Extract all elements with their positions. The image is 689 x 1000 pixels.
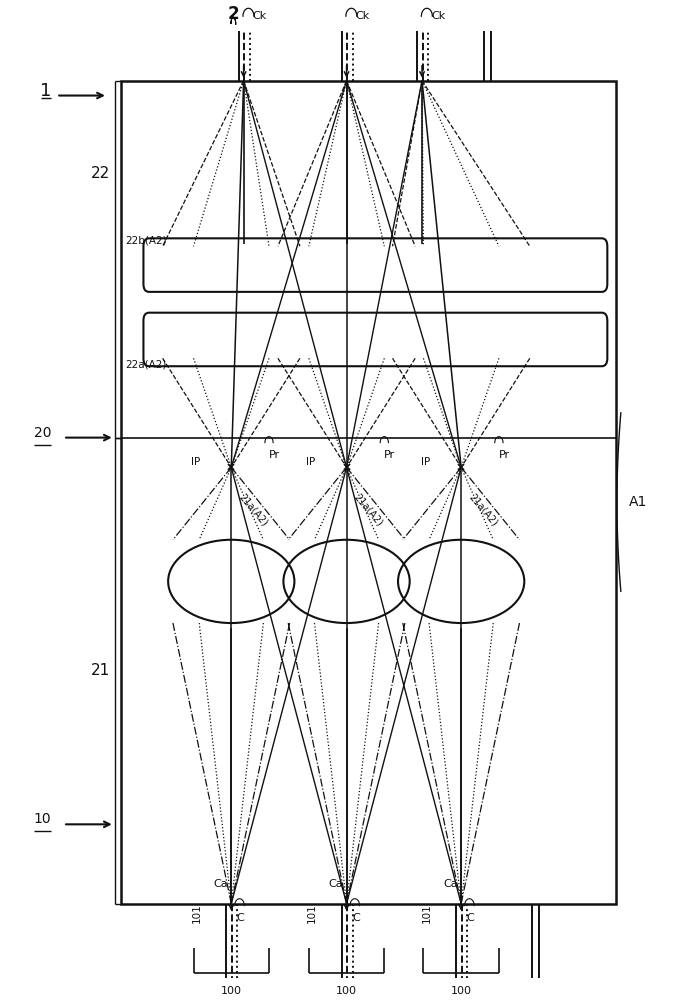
Text: 21a(A2): 21a(A2)	[466, 492, 500, 528]
Text: Pr: Pr	[499, 450, 510, 460]
Text: Ca: Ca	[213, 879, 228, 889]
Bar	[121, 81, 615, 904]
Text: 22: 22	[91, 166, 110, 181]
Text: 1: 1	[40, 82, 52, 100]
Text: IP: IP	[421, 457, 430, 467]
Text: 10: 10	[34, 812, 52, 826]
Text: 100: 100	[220, 986, 242, 996]
Text: C: C	[466, 913, 475, 923]
Text: Ca: Ca	[329, 879, 343, 889]
Text: Ck: Ck	[356, 11, 370, 21]
Text: 21a(A2): 21a(A2)	[352, 492, 384, 528]
Text: IP: IP	[191, 457, 200, 467]
Text: A1: A1	[629, 495, 648, 509]
Text: Ck: Ck	[253, 11, 267, 21]
Text: 21a(A2): 21a(A2)	[237, 492, 269, 528]
Text: IP: IP	[307, 457, 316, 467]
Text: 21: 21	[91, 663, 110, 678]
Text: Ck: Ck	[431, 11, 445, 21]
Text: 20: 20	[34, 426, 51, 440]
Text: C: C	[352, 913, 360, 923]
Text: 22b(A2): 22b(A2)	[125, 235, 167, 245]
Text: 101: 101	[192, 904, 202, 923]
Text: 22a(A2): 22a(A2)	[125, 359, 166, 369]
Text: Ca: Ca	[443, 879, 457, 889]
Text: C: C	[237, 913, 245, 923]
Text: 2: 2	[227, 5, 239, 23]
Text: 100: 100	[451, 986, 472, 996]
Text: Pr: Pr	[384, 450, 395, 460]
Text: Pr: Pr	[269, 450, 280, 460]
Text: 101: 101	[307, 904, 317, 923]
Text: 100: 100	[336, 986, 357, 996]
Text: 101: 101	[422, 904, 432, 923]
